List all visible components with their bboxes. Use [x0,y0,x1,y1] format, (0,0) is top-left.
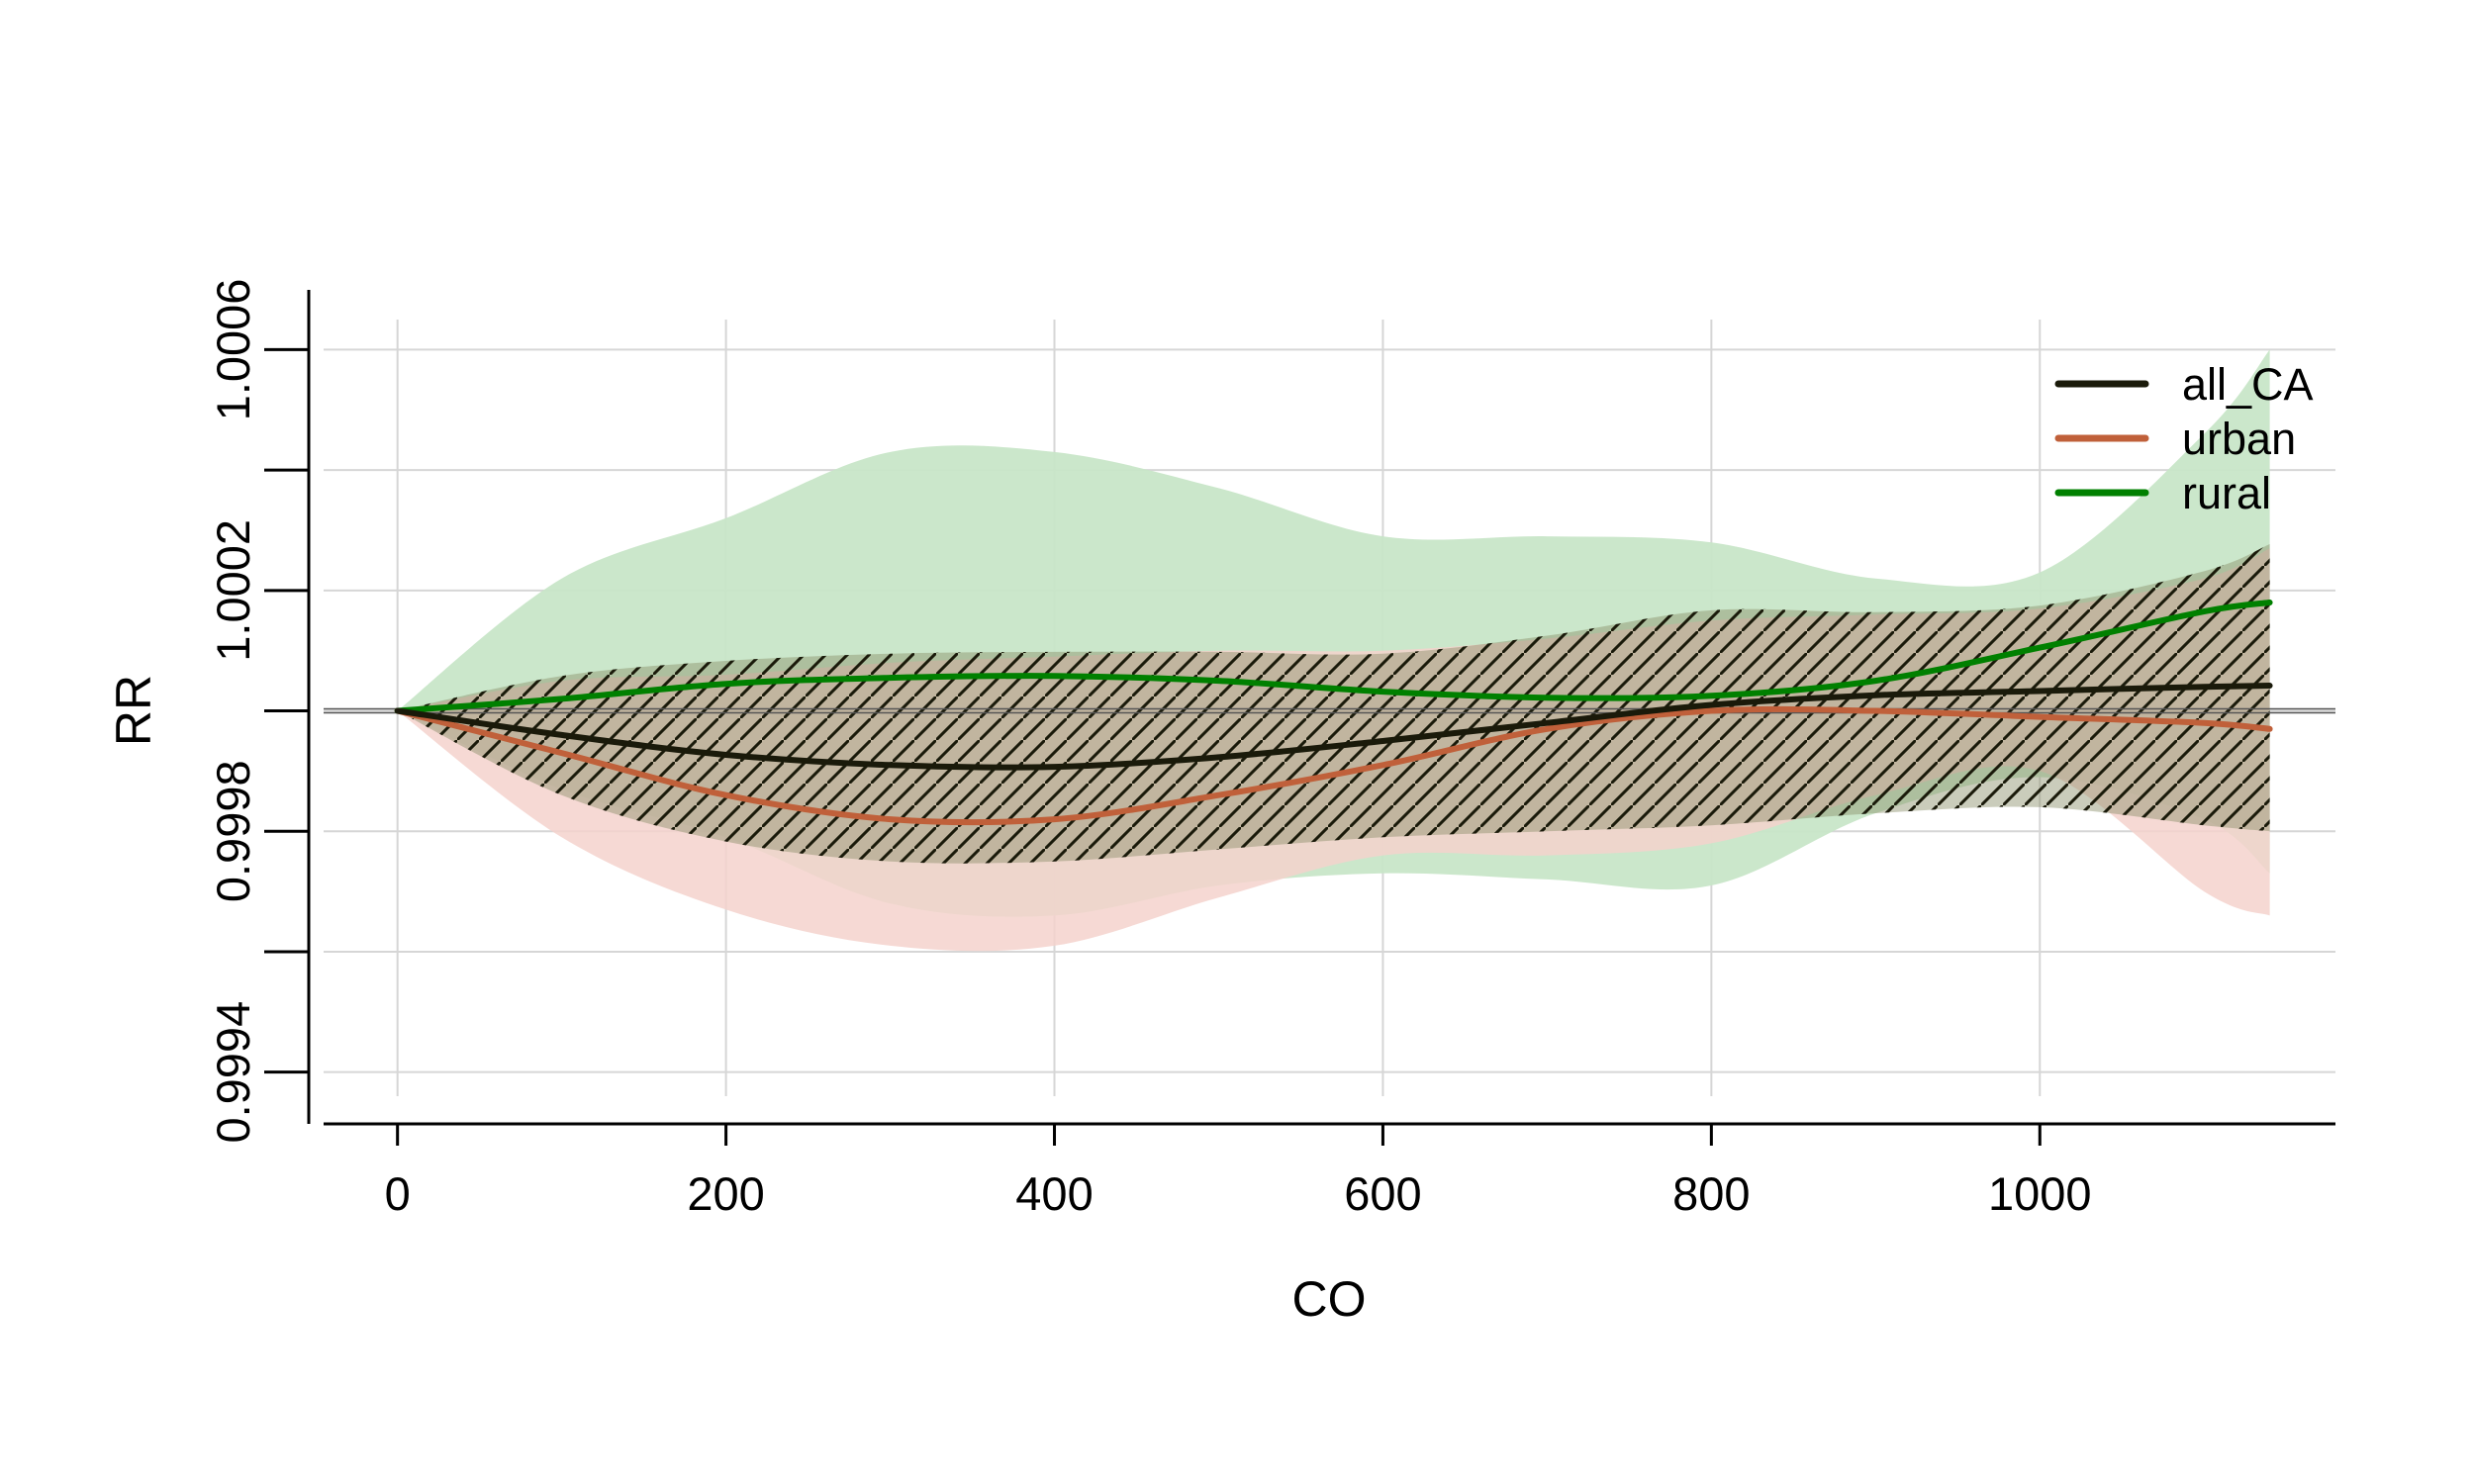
series-line-all-ca [394,683,2273,771]
y-tick-label: 0.9998 [207,760,259,902]
legend-label-rural: rural [2182,468,2271,518]
x-tick-label: 800 [1672,1167,1750,1220]
x-tick-label: 600 [1344,1167,1421,1220]
x-tick-label: 0 [385,1167,411,1220]
legend-label-all-ca: all_CA [2182,359,2314,410]
x-axis-title: CO [1292,1271,1367,1327]
confidence-bands [397,349,2270,952]
x-tick-label: 400 [1015,1167,1093,1220]
x-tick-label: 200 [687,1167,764,1220]
series-line-urban [394,705,2273,826]
series-line-rural [394,600,2273,714]
x-tick-label: 1000 [1988,1167,2092,1220]
series-lines [394,600,2273,826]
y-tick-label: 1.0002 [207,519,259,662]
legend-label-urban: urban [2182,414,2296,464]
axes: 0 200 400 600 800 1000 0.9994 0.9998 1.0002 1.000… [207,279,2335,1220]
y-tick-label: 1.0006 [207,279,259,421]
y-tick-label: 0.9994 [207,1001,259,1144]
y-axis-title: RR [106,675,161,746]
all-ca-ci-hatch [397,544,2270,864]
